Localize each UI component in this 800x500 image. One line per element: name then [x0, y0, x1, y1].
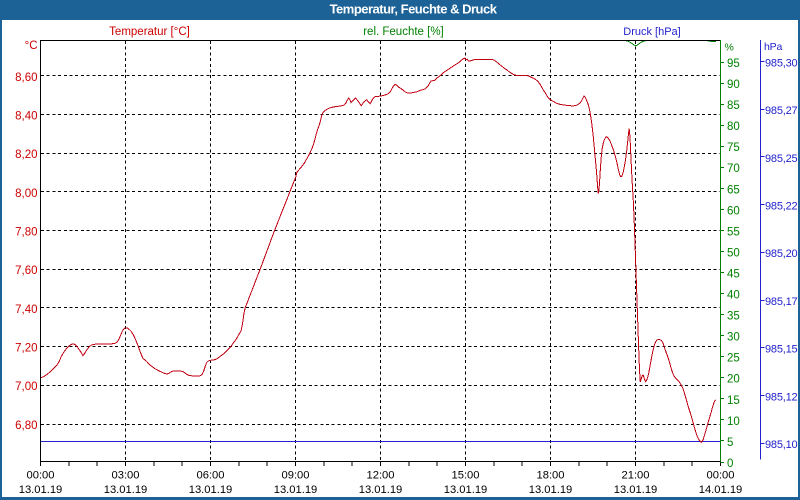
svg-text:13.01.19: 13.01.19 — [614, 484, 658, 496]
svg-text:13.01.19: 13.01.19 — [104, 484, 148, 496]
svg-text:85: 85 — [727, 100, 740, 112]
svg-text:95: 95 — [727, 58, 740, 70]
svg-text:%: % — [725, 42, 734, 54]
svg-text:0: 0 — [727, 458, 733, 470]
svg-text:10: 10 — [727, 416, 740, 428]
svg-text:hPa: hPa — [764, 41, 782, 53]
svg-text:985,12: 985,12 — [765, 391, 798, 403]
svg-text:Temperatur, Feuchte & Druck: Temperatur, Feuchte & Druck — [330, 2, 498, 17]
svg-text:7,40: 7,40 — [15, 304, 37, 316]
svg-text:55: 55 — [727, 226, 740, 238]
svg-text:985,30: 985,30 — [765, 57, 798, 69]
svg-text:60: 60 — [727, 205, 740, 217]
svg-text:90: 90 — [727, 79, 740, 91]
svg-text:6,80: 6,80 — [15, 420, 37, 432]
svg-text:5: 5 — [727, 437, 733, 449]
svg-text:65: 65 — [727, 184, 740, 196]
svg-text:40: 40 — [727, 290, 740, 302]
svg-text:35: 35 — [727, 311, 740, 323]
svg-text:30: 30 — [727, 332, 740, 344]
svg-text:09:00: 09:00 — [282, 470, 310, 482]
svg-text:985,15: 985,15 — [765, 344, 798, 356]
svg-text:00:00: 00:00 — [27, 470, 55, 482]
svg-text:13.01.19: 13.01.19 — [444, 484, 488, 496]
svg-text:8,40: 8,40 — [15, 111, 37, 123]
svg-text:13.01.19: 13.01.19 — [274, 484, 318, 496]
svg-text:13.01.19: 13.01.19 — [529, 484, 573, 496]
svg-text:06:00: 06:00 — [197, 470, 225, 482]
svg-text:70: 70 — [727, 163, 740, 175]
svg-text:8,00: 8,00 — [15, 188, 37, 200]
svg-text:80: 80 — [727, 121, 740, 133]
svg-text:°C: °C — [25, 40, 38, 52]
svg-text:13.01.19: 13.01.19 — [19, 484, 63, 496]
svg-text:20: 20 — [727, 374, 740, 386]
svg-text:13.01.19: 13.01.19 — [359, 484, 403, 496]
svg-text:985,25: 985,25 — [765, 153, 798, 165]
svg-text:03:00: 03:00 — [112, 470, 140, 482]
svg-text:7,20: 7,20 — [15, 343, 37, 355]
svg-text:rel. Feuchte [%]: rel. Feuchte [%] — [363, 26, 444, 38]
svg-text:15: 15 — [727, 395, 740, 407]
svg-text:13.01.19: 13.01.19 — [189, 484, 233, 496]
svg-text:8,60: 8,60 — [15, 72, 37, 84]
svg-text:985,17: 985,17 — [765, 296, 798, 308]
svg-text:985,10: 985,10 — [765, 439, 798, 451]
svg-text:Temperatur [°C]: Temperatur [°C] — [109, 26, 190, 38]
svg-text:7,80: 7,80 — [15, 227, 37, 239]
svg-text:14.01.19: 14.01.19 — [699, 484, 743, 496]
svg-text:8,20: 8,20 — [15, 149, 37, 161]
svg-text:Druck [hPa]: Druck [hPa] — [623, 26, 680, 38]
svg-text:18:00: 18:00 — [537, 470, 565, 482]
svg-text:12:00: 12:00 — [367, 470, 395, 482]
svg-text:985,27: 985,27 — [765, 105, 798, 117]
svg-text:45: 45 — [727, 269, 740, 281]
svg-text:7,60: 7,60 — [15, 265, 37, 277]
svg-text:15:00: 15:00 — [452, 470, 480, 482]
svg-text:25: 25 — [727, 353, 740, 365]
svg-text:00:00: 00:00 — [707, 470, 735, 482]
svg-text:75: 75 — [727, 142, 740, 154]
svg-text:985,20: 985,20 — [765, 248, 798, 260]
svg-text:21:00: 21:00 — [622, 470, 650, 482]
svg-text:50: 50 — [727, 247, 740, 259]
svg-text:985,22: 985,22 — [765, 201, 798, 213]
svg-text:7,00: 7,00 — [15, 381, 37, 393]
